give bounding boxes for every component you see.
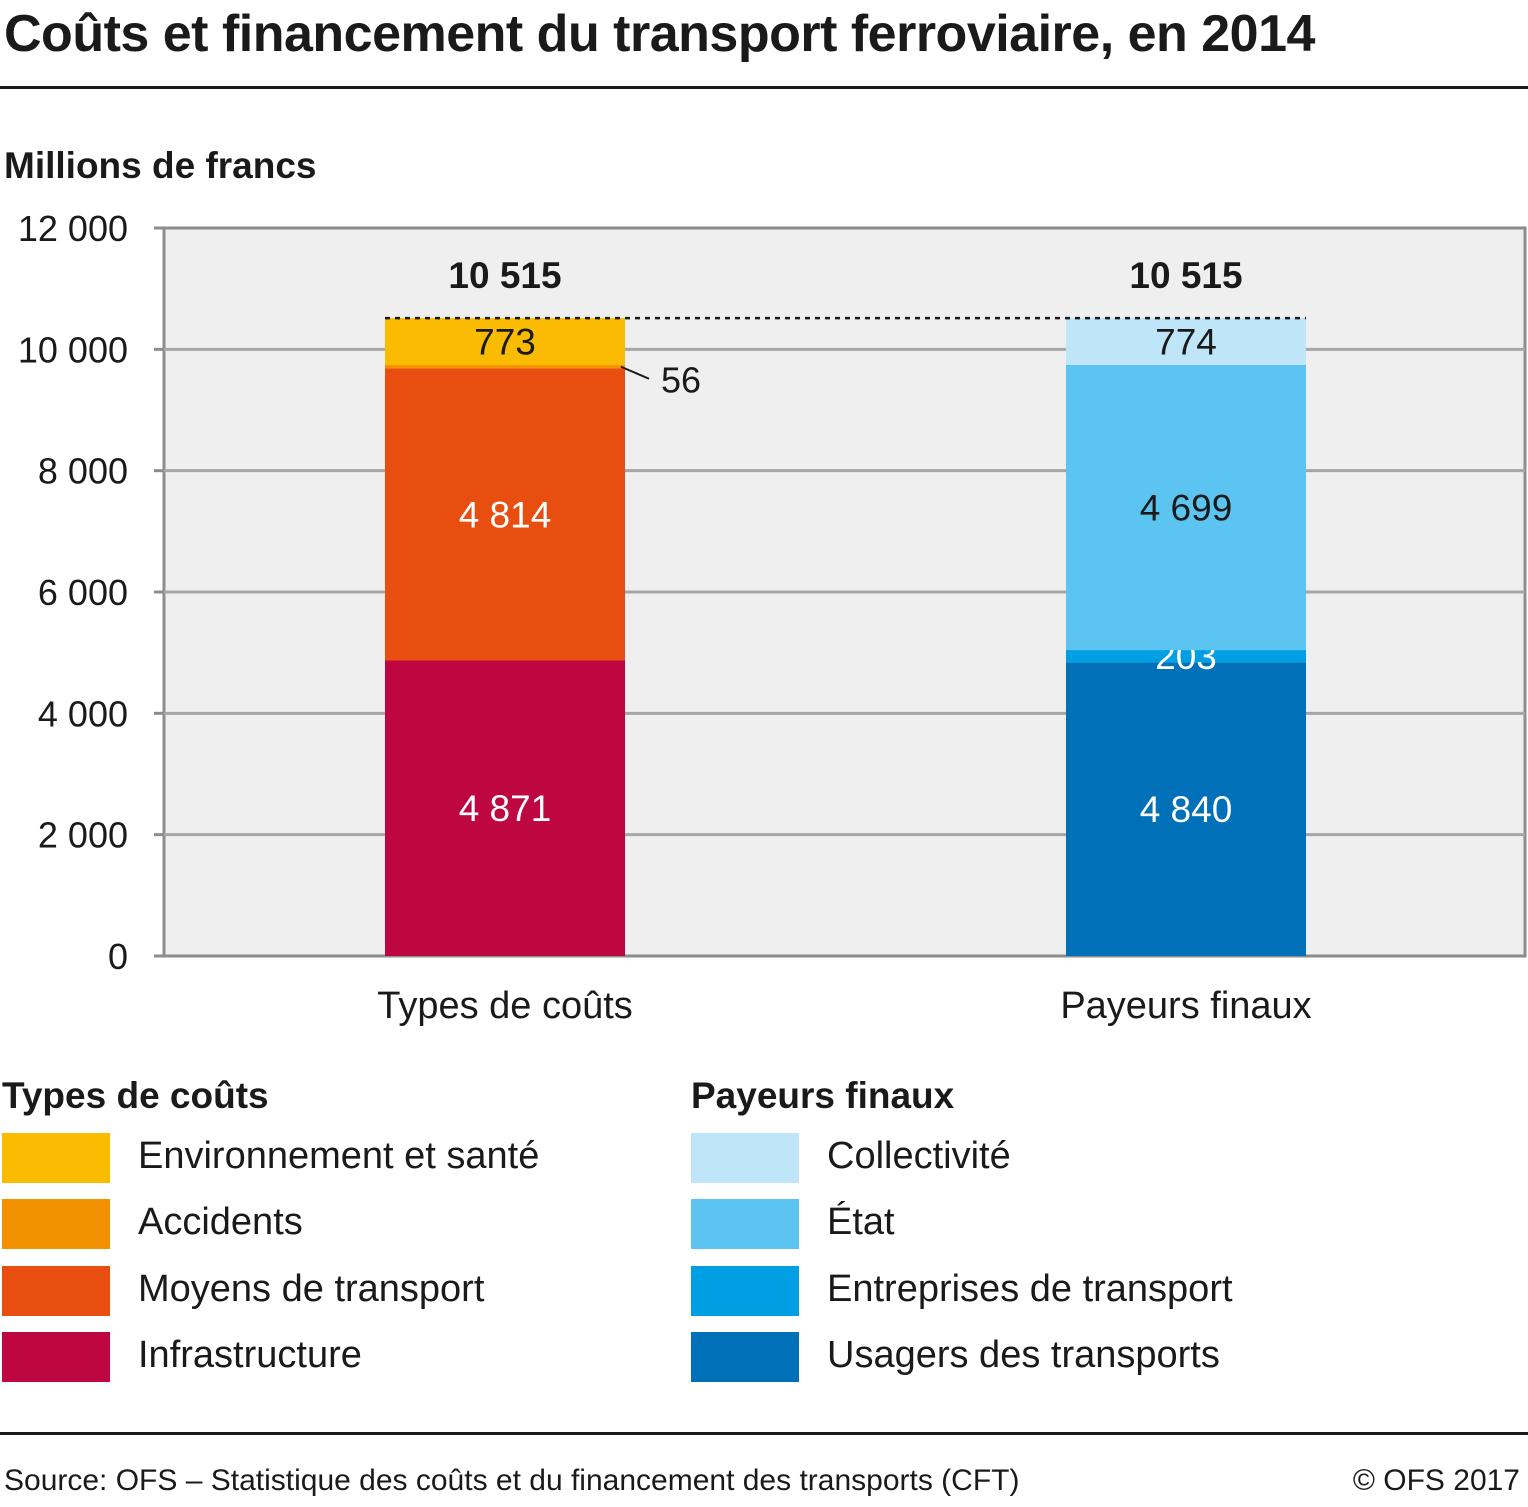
- bar-segment: [385, 365, 625, 369]
- legend-swatch: [691, 1332, 799, 1382]
- data-label: 774: [1155, 322, 1217, 363]
- stacked-bar-chart: 0 2 000 4 000 6 000 8 000 10 000 12 000 4 871 4 …: [18, 208, 1527, 1027]
- bar-segment: [1066, 650, 1306, 663]
- data-label: 4 699: [1140, 488, 1233, 529]
- bar-segment: [385, 318, 625, 366]
- y-tick-label: 12 000: [18, 208, 128, 249]
- data-label: 4 814: [459, 494, 552, 535]
- legend-label: Environnement et santé: [138, 1135, 540, 1177]
- copyright-note: © OFS 2017: [1352, 1464, 1520, 1497]
- y-tick-label: 8 000: [38, 451, 128, 492]
- chart-title: Coûts et financement du transport ferrov…: [4, 5, 1315, 63]
- data-label: 56: [661, 360, 701, 401]
- y-axis-unit-label: Millions de francs: [4, 145, 317, 186]
- legend-title-types-de-couts: Types de coûts: [2, 1075, 269, 1116]
- bar-segment: [1066, 662, 1306, 956]
- legend-label: Collectivité: [827, 1135, 1011, 1177]
- data-label: 773: [474, 322, 536, 363]
- legend-label: Entreprises de transport: [827, 1268, 1233, 1310]
- data-label: 4 840: [1140, 789, 1233, 830]
- title-rule: [0, 86, 1528, 89]
- legend-swatch: [2, 1133, 110, 1183]
- bar-segment: [385, 660, 625, 956]
- legend-swatch: [2, 1199, 110, 1249]
- legend-swatch: [2, 1332, 110, 1382]
- bar-segment: [1066, 318, 1306, 365]
- data-label-leader: [620, 365, 650, 380]
- legend-swatch: [691, 1199, 799, 1249]
- legend-label: Moyens de transport: [138, 1268, 485, 1310]
- total-label: 10 515: [1129, 255, 1242, 296]
- y-tick-label: 10 000: [18, 329, 128, 370]
- y-tick-label: 4 000: [38, 693, 128, 734]
- legend-label: Usagers des transports: [827, 1334, 1220, 1376]
- legend-label: État: [827, 1201, 895, 1243]
- y-tick-label: 0: [108, 936, 128, 977]
- x-category-label: Types de coûts: [377, 985, 633, 1027]
- bar-segment: [1066, 364, 1306, 651]
- footer-rule: [0, 1432, 1528, 1435]
- legend-swatch: [691, 1266, 799, 1316]
- data-label: 4 871: [459, 788, 552, 829]
- y-tick-label: 6 000: [38, 572, 128, 613]
- legend-swatch: [691, 1133, 799, 1183]
- bar-segment: [385, 368, 625, 661]
- legend-label: Infrastructure: [138, 1334, 362, 1376]
- x-category-label: Payeurs finaux: [1060, 985, 1311, 1027]
- y-tick-label: 2 000: [38, 815, 128, 856]
- legend-swatch: [2, 1266, 110, 1316]
- total-label: 10 515: [448, 255, 561, 296]
- source-note: Source: OFS – Statistique des coûts et d…: [4, 1464, 1020, 1497]
- legend-label: Accidents: [138, 1201, 303, 1243]
- legend-title-payeurs-finaux: Payeurs finaux: [691, 1075, 955, 1116]
